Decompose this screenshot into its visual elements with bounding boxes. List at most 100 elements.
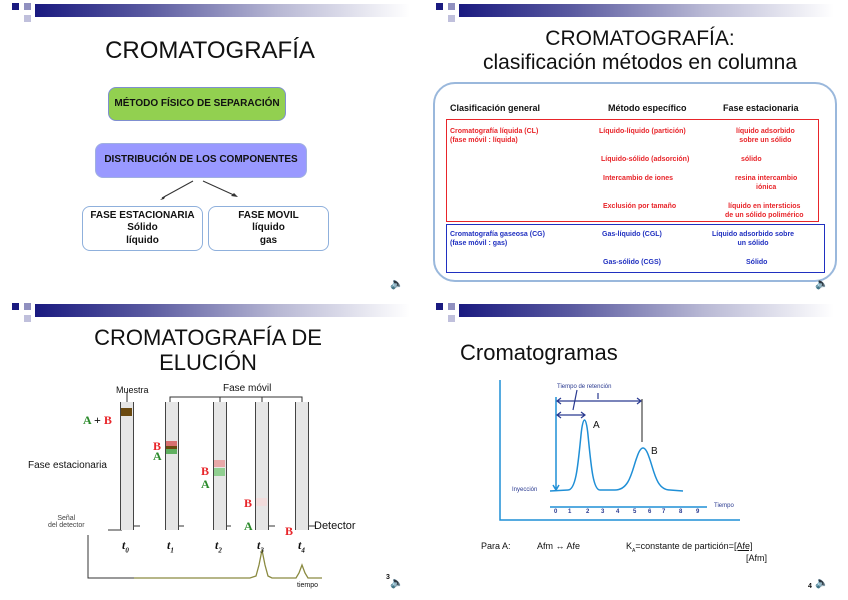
tick-label: 1 [568,509,572,515]
distribution-box: DISTRIBUCIÓN DE LOS COMPONENTES [95,143,307,178]
band-label-b: B [244,496,253,510]
mobile-heading: FASE MOVIL [238,209,299,221]
band-label-a: A [244,519,253,533]
injection-label: Inyección [512,487,538,493]
tick-label: 3 [601,509,605,515]
detector-signal-line [134,549,322,579]
slide-title: CROMATOGRAFÍA: clasificación métodos en … [440,27,840,75]
sample-label: Muestra [116,385,149,395]
stationary-heading: FASE ESTACIONARIA [90,209,195,221]
chromatogram [499,380,740,521]
branch-arrows [160,180,238,200]
mobile-line: gas [259,234,278,246]
logo-square [24,303,31,310]
tick-label: 5 [633,509,637,515]
logo-square [12,303,19,310]
column-t0 [120,402,134,530]
logo-square [448,15,455,22]
time-label: t3 [257,538,264,555]
mobile-phase-box: FASE MOVIL líquido gas [208,206,329,251]
time-label: t4 [298,538,305,555]
para-a-label: Para A: [481,541,511,551]
method-cell: Gas-líquido (CGL) [602,231,662,238]
stationary-phase-label: Fase estacionaria [28,460,107,471]
label-a-plus-b: A + B [83,413,112,427]
phase-cell: líquido en intersticios de un sólido poli… [725,203,804,220]
stationary-line: líquido [126,234,159,246]
logo-square [24,315,31,322]
mobile-phase-label: Fase móvil [223,383,272,394]
table-frame [433,82,837,282]
column-header: Método específico [608,103,687,113]
retention-arrow-a [556,411,586,419]
logo-square [436,3,443,10]
band-label-b: B [285,524,294,538]
tick-label: 2 [586,509,590,515]
tick-label: 6 [648,509,652,515]
time-label: t0 [122,538,129,555]
phase-cell: Líquido adsorbido sobre un sólido [712,231,795,248]
column-header: Fase estacionaria [723,103,799,113]
stationary-line: Sólido [127,222,158,234]
slide-title: Cromatogramas [460,340,618,365]
retention-arrow-b [556,397,642,405]
column-t1 [165,402,179,530]
gas-general: Cromatografía gaseosa (CG) (fase móvil : … [450,231,545,248]
time-label: t2 [215,538,222,555]
method-cell: Intercambio de iones [603,175,674,182]
band-label-a: A [201,477,210,491]
logo-square [448,303,455,310]
method-cell: Líquido-sólido (adsorción) [601,156,690,163]
page-number: 4 [808,583,812,590]
distribution-label: DISTRIBUCIÓN DE LOS COMPONENTES [104,154,298,166]
phase-cell: líquido adsorbido sobre un sólido [736,128,795,145]
mobile-line: líquido [252,222,285,234]
speaker-icon[interactable]: 🔈 [815,577,829,589]
partition-constant: KA=constante de partición=[Afe] [626,541,753,554]
title-line: clasificación métodos en columna [483,51,797,75]
tick-label: 0 [554,509,558,515]
phase-cell: resina intercambio iónica [735,175,798,192]
logo-square [436,303,443,310]
logo-square [448,315,455,322]
header-bar [35,304,410,317]
baseline-curve [549,419,684,492]
speaker-icon[interactable]: 🔈 [815,278,829,290]
band-label-a: A [153,449,162,463]
y-axis [499,380,740,521]
time-axis-label: tiempo [297,582,319,589]
method-box: MÉTODO FÍSICO DE SEPARACIÓN [108,87,286,121]
elution-diagram [87,392,322,579]
retention-time-label: Tiempo de retención [557,384,612,390]
phase-cell: Sólido [746,259,768,266]
logo-square [24,15,31,22]
speaker-icon[interactable]: 🔈 [390,278,404,290]
method-cell: Gas-sólido (CGS) [603,259,661,266]
logo-square [12,3,19,10]
tick-label: 7 [662,509,666,515]
stationary-phase-box: FASE ESTACIONARIA Sólido líquido [82,206,203,251]
liquid-general: Cromatografía líquida (CL) (fase móvil : … [450,128,539,145]
tick-label: 8 [679,509,683,515]
signal-label: Señal del detector [48,515,85,529]
phase-cell: sólido [741,156,762,163]
gas-group-box [446,224,825,273]
equilibrium-label: Afm ↔ Afe [537,541,581,551]
band-label-b: B [201,464,210,478]
logo-square [448,3,455,10]
peak-b-label: B [651,446,658,457]
slide-title: CROMATOGRAFÍA [105,37,315,64]
liquid-group-box [446,119,819,222]
time-axis-label: Tiempo [714,503,734,509]
header-bar [459,4,834,17]
header-bar [35,4,410,17]
column-header: Clasificación general [450,103,541,113]
column-t2 [213,402,227,530]
column-t3 [255,402,269,530]
speaker-icon[interactable]: 🔈 [390,577,404,589]
logo-square [24,3,31,10]
detector-label: Detector [314,520,356,532]
method-label: MÉTODO FÍSICO DE SEPARACIÓN [114,97,280,109]
band-label-b: B [153,439,162,453]
method-cell: Líquido-líquido (partición) [599,128,686,135]
